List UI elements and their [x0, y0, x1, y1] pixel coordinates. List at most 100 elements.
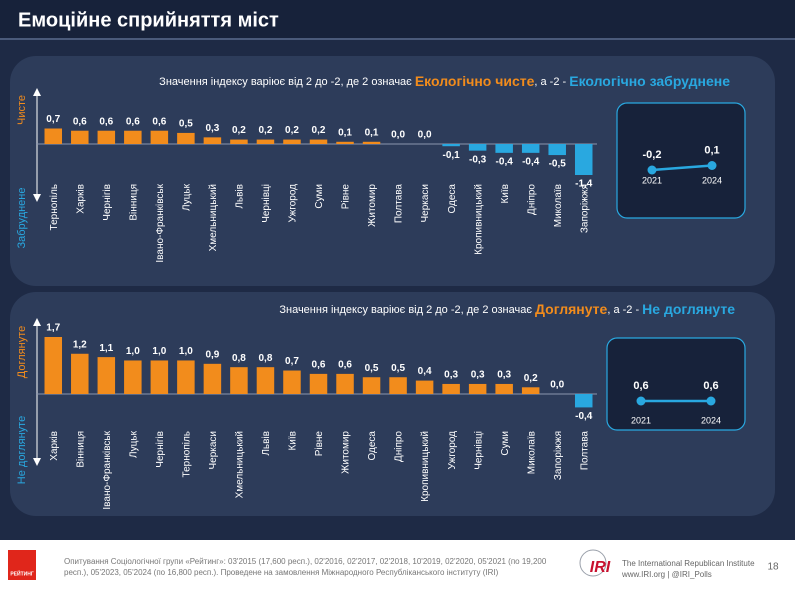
year-label: 2021: [642, 175, 662, 185]
category-label: Ужгород: [447, 431, 458, 470]
value-label: 0,3: [444, 370, 458, 381]
value-label: 1,2: [73, 339, 87, 350]
bar: [309, 373, 328, 394]
category-label: Хмельницький: [208, 184, 219, 251]
value-label: 1,1: [99, 343, 113, 354]
category-label: Київ: [500, 184, 511, 204]
bar: [97, 130, 116, 144]
bar: [415, 380, 434, 394]
year-label: 2024: [701, 415, 721, 425]
point: [707, 161, 717, 170]
globe: [579, 549, 607, 577]
category-label: Дніпро: [394, 431, 405, 462]
bar: [309, 139, 328, 144]
inset-box: [606, 337, 746, 431]
value-label: 0,2: [232, 125, 246, 136]
value-label: 0,7: [46, 114, 60, 125]
value-label: -0,4: [496, 156, 514, 167]
year-label: 2021: [631, 415, 651, 425]
bar: [468, 144, 487, 151]
bar: [150, 360, 169, 394]
value-label: 0,0: [418, 130, 432, 141]
bar: [495, 383, 513, 394]
value-label: 0,8: [258, 353, 272, 364]
iri-links: www.IRI.org | @IRI_Polls: [621, 570, 712, 579]
source-note: Опитування Соціологічної групи «Рейтинг»…: [64, 557, 547, 577]
category-label: Вінниця: [75, 431, 86, 468]
value-label: 0,1: [704, 144, 719, 156]
category-label: Кропивницький: [473, 184, 484, 255]
category-label: Львів: [261, 431, 272, 456]
bar: [203, 137, 222, 144]
title-bar: [0, 0, 795, 38]
subtitle-part: , а -2 -: [534, 76, 569, 88]
category-label: Чернівці: [473, 431, 484, 470]
bar: [283, 370, 301, 394]
category-label: Тернопіль: [49, 184, 60, 230]
bar: [97, 357, 116, 394]
value-label: 0,6: [73, 116, 87, 127]
inset-box: [616, 102, 746, 219]
category-label: Чернігів: [102, 184, 113, 221]
subtitle-part: Екологічно забруднене: [569, 73, 730, 89]
axis-top-label: Чисте: [16, 95, 28, 125]
bar: [71, 353, 89, 394]
category-label: Кропивницький: [420, 431, 431, 502]
value-label: 0,5: [179, 119, 193, 130]
point: [636, 396, 646, 406]
subtitle: Значення індексу варіює від 2 до -2, де …: [159, 73, 730, 89]
category-label: Хмельницький: [235, 431, 246, 498]
category-label: Полтава: [394, 184, 405, 224]
page-number: 18: [767, 562, 779, 573]
point: [706, 396, 716, 406]
value-label: 0,6: [152, 116, 166, 127]
value-label: -0,3: [469, 154, 487, 165]
value-label: 0,9: [205, 349, 219, 360]
value-label: 0,2: [285, 125, 299, 136]
category-label: Луцьк: [128, 430, 139, 458]
value-label: 0,1: [338, 127, 352, 138]
axis-top-label: Доглянуте: [16, 326, 28, 378]
subtitle-part: Екологічно чисте: [415, 73, 535, 89]
bar: [256, 367, 275, 394]
value-label: 0,8: [232, 353, 246, 364]
category-label: Дніпро: [526, 184, 537, 215]
category-label: Вінниця: [128, 184, 139, 221]
category-label: Івано-Франківськ: [155, 183, 166, 262]
bar: [283, 139, 301, 144]
bar: [256, 139, 275, 144]
category-label: Рівне: [341, 184, 352, 210]
value-label: -0,5: [549, 159, 567, 170]
axis-bottom-label: Забруднене: [16, 188, 28, 249]
value-label: 0,3: [205, 123, 219, 134]
category-label: Житомир: [341, 431, 352, 474]
category-label: Одеса: [447, 184, 458, 214]
subtitle-part: Доглянуте: [535, 301, 608, 317]
value-label: 0,0: [391, 130, 405, 141]
logo-text: РЕЙТИНГ: [10, 569, 34, 577]
value-label: -0,1: [443, 150, 461, 161]
value-label: 0,6: [312, 360, 326, 371]
value-label: 1,7: [46, 323, 60, 334]
value-label: 0,1: [365, 127, 379, 138]
value-label: 1,0: [152, 346, 166, 357]
category-label: Миколаїв: [526, 431, 537, 474]
bar: [442, 383, 460, 394]
bar: [468, 383, 487, 394]
bar: [44, 337, 63, 394]
bar: [177, 132, 195, 144]
category-label: Миколаїв: [553, 184, 564, 227]
bar: [44, 128, 63, 144]
category-label: Харків: [49, 431, 60, 461]
subtitle-part: Значення індексу варіює від 2 до -2, де …: [159, 76, 415, 88]
bar: [521, 144, 540, 153]
logo-box: [8, 550, 36, 580]
value-label: 0,6: [703, 380, 718, 392]
value-label: 0,6: [126, 116, 140, 127]
bar: [442, 144, 460, 147]
bar: [150, 130, 169, 144]
value-label: 0,3: [471, 370, 485, 381]
category-label: Луцьк: [182, 183, 193, 211]
value-label: 0,7: [285, 356, 299, 367]
